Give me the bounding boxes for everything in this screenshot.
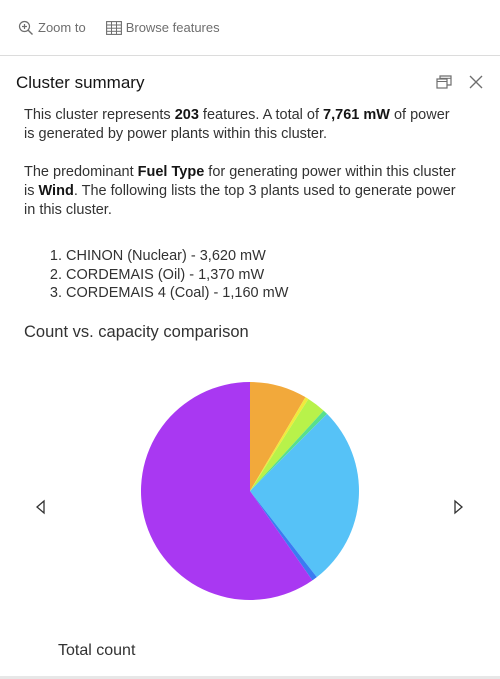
close-icon[interactable] — [466, 72, 486, 92]
dock-icon[interactable] — [434, 72, 454, 92]
browse-features-label: Browse features — [126, 20, 220, 35]
list-item: CHINON (Nuclear) - 3,620 mW — [66, 247, 460, 266]
panel-title: Cluster summary — [16, 73, 144, 93]
panel-header: Cluster summary — [16, 72, 486, 96]
zoom-in-icon — [18, 20, 34, 36]
previous-chart-icon[interactable] — [34, 499, 46, 515]
list-item: CORDEMAIS 4 (Coal) - 1,160 mW — [66, 284, 460, 303]
summary-paragraph-1: This cluster represents 203 features. A … — [24, 106, 460, 144]
predominant-fuel: Wind — [39, 183, 74, 199]
toolbar: Zoom to Browse features — [0, 0, 500, 56]
total-power: 7,761 mW — [323, 107, 390, 123]
table-icon — [106, 21, 122, 35]
chart-caption: Total count — [58, 642, 135, 660]
zoom-to-label: Zoom to — [38, 20, 86, 35]
chart-title: Count vs. capacity comparison — [24, 323, 249, 342]
pie-chart — [0, 355, 500, 635]
feature-count: 203 — [175, 107, 199, 123]
field-name: Fuel Type — [138, 164, 205, 180]
cluster-summary-content: This cluster represents 203 features. A … — [24, 106, 460, 303]
zoom-to-button[interactable]: Zoom to — [18, 20, 86, 36]
list-item: CORDEMAIS (Oil) - 1,370 mW — [66, 266, 460, 285]
next-chart-icon[interactable] — [453, 499, 465, 515]
browse-features-button[interactable]: Browse features — [106, 20, 220, 35]
top-plants-list: CHINON (Nuclear) - 3,620 mW CORDEMAIS (O… — [24, 247, 460, 303]
summary-paragraph-2: The predominant Fuel Type for generating… — [24, 163, 460, 220]
